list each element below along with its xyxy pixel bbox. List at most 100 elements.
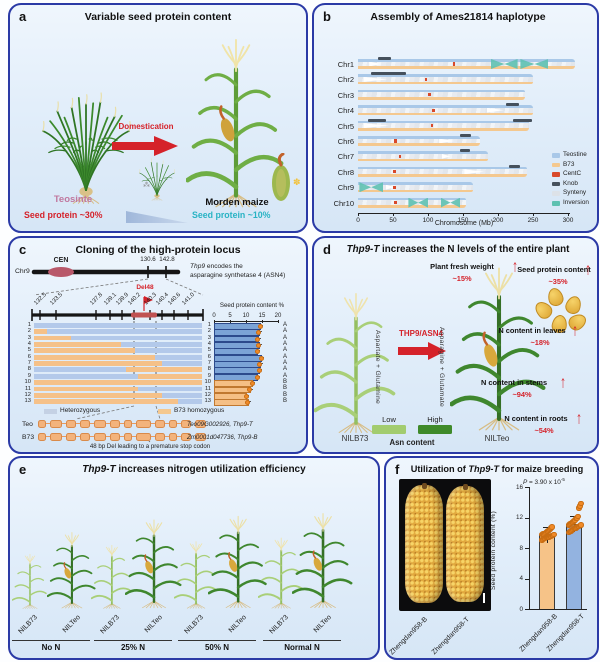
teosinte-track	[358, 74, 533, 77]
heterozygous-segment	[161, 361, 202, 366]
enzyme-label: THP9/ASN4	[398, 329, 443, 338]
b73-track	[358, 189, 473, 193]
domestication-arrow-icon	[112, 134, 178, 163]
protein-row-number: 7	[207, 360, 211, 367]
position-right-label: 142.8	[159, 256, 175, 263]
genotype-label: A	[283, 372, 288, 379]
recomb-bar	[34, 380, 202, 385]
protein-tick-label: 15	[258, 312, 266, 319]
exon-box	[195, 419, 206, 429]
teosinte-label: Teosinte	[53, 194, 93, 205]
protein-row-number: 4	[207, 341, 211, 348]
chromosome-bar	[358, 134, 480, 146]
recomb-row-number: 9	[27, 372, 31, 379]
teosinte-illustration	[34, 57, 138, 210]
increase-arrow-icon: ↑	[572, 320, 578, 340]
x-tick-label: 300	[562, 217, 574, 224]
inversion-mark	[491, 59, 518, 69]
protein-bar-chart: 0 4 8 12 16 Zhengdan958-B Zhengdan958-T	[386, 458, 597, 658]
b73-gene-name: Zm0001d047736, Thp9-B	[187, 434, 258, 441]
panel-b: b Assembly of Ames21814 haplotype Chr1 Ch…	[312, 3, 599, 233]
b73-segment	[34, 399, 179, 404]
nilteo-plant-illustration	[46, 524, 97, 615]
marker-label: 140.6	[167, 291, 183, 307]
marker-label: 132.5	[33, 291, 49, 307]
recomb-bar	[34, 342, 202, 347]
panel-letter-d: d	[323, 242, 331, 257]
legend-label: CentC	[563, 170, 582, 178]
b73-segment	[34, 335, 71, 341]
knob-mark	[513, 118, 532, 122]
protein-row-number: 12	[204, 391, 211, 398]
knob-mark	[460, 134, 472, 137]
chromosome-label: Chr5	[337, 121, 354, 131]
exon-box	[110, 432, 120, 442]
b73-segment	[34, 380, 202, 385]
chromosome-label: Chr9	[337, 183, 354, 193]
recomb-row-number: 4	[27, 341, 31, 348]
genotype-label: A	[283, 353, 288, 360]
legend-swatch	[552, 153, 560, 158]
b73-track	[358, 66, 575, 69]
chromosome-label: Chr8	[337, 167, 354, 177]
error-cap	[543, 526, 551, 528]
protein-row-number: 1	[207, 322, 211, 328]
mean-bar	[539, 534, 555, 609]
synteny-track	[358, 184, 473, 190]
b73-track	[358, 143, 480, 146]
centc-mark	[393, 170, 396, 174]
data-dot	[578, 500, 584, 507]
chromosome-label: Chr7	[337, 152, 354, 162]
centc-mark	[394, 200, 397, 205]
b73-gene-row-label: B73	[22, 434, 35, 441]
recomb-row-number: 2	[27, 328, 31, 335]
synteny-track	[358, 123, 529, 128]
gene-note-gene: Thp9	[190, 263, 206, 270]
recomb-bar	[34, 392, 202, 398]
marker-label: 141.0	[181, 291, 197, 307]
group-underline	[94, 640, 172, 641]
synteny-track	[358, 76, 533, 82]
genotype-label: A	[283, 334, 288, 341]
exon-box	[195, 432, 206, 442]
trait-value: ~15%	[452, 274, 472, 283]
recomb-bar	[34, 335, 202, 341]
heterozygous-segment	[121, 342, 202, 347]
exon-box	[50, 419, 62, 429]
exon-box	[181, 432, 191, 442]
chromosome-label: Chr4	[337, 106, 354, 116]
b73-segment	[34, 361, 162, 366]
teo-gene-model	[38, 419, 206, 429]
genotype-label: B	[283, 391, 288, 398]
assembly-gap	[442, 153, 451, 159]
y-tick-label: 4	[519, 575, 523, 583]
data-dot	[247, 387, 253, 393]
teosinte-track	[358, 59, 575, 62]
recomb-row-number: 5	[27, 347, 31, 354]
panel-d: d Thp9-T increases the N levels of the e…	[312, 236, 599, 454]
position-left-label: 130.6	[140, 256, 156, 263]
b73-segment	[34, 392, 162, 398]
kernel-asterisk-icon: ✽	[293, 177, 301, 187]
increase-arrow-icon: ↑	[560, 372, 566, 392]
panel-f: f Utilization of Thp9-T for maize breedi…	[384, 456, 599, 660]
genotype-label: A	[283, 347, 288, 354]
data-dot	[256, 342, 262, 348]
marker-label: 133.5	[49, 291, 65, 307]
x-axis-tick	[358, 213, 359, 216]
y-tick-label: 0	[519, 605, 523, 613]
panel-a: a Variable seed protein content ⁂ Domest…	[8, 3, 308, 233]
b73-track	[358, 112, 533, 116]
panel-c-title: Cloning of the high-protein locus	[75, 244, 241, 256]
exon-box	[155, 432, 165, 442]
nilteo-plant-illustration	[124, 510, 183, 615]
teosinte-track	[358, 105, 533, 108]
exon-box	[169, 419, 177, 429]
chromosome-bar	[358, 164, 528, 177]
nitrogen-level-label: 25% N	[120, 643, 145, 652]
chromosome-bar	[358, 89, 525, 100]
legend-het-label: Heterozygous	[60, 407, 101, 414]
nilb73-plant-illustration	[314, 278, 398, 441]
trait-value: ~18%	[530, 338, 550, 347]
